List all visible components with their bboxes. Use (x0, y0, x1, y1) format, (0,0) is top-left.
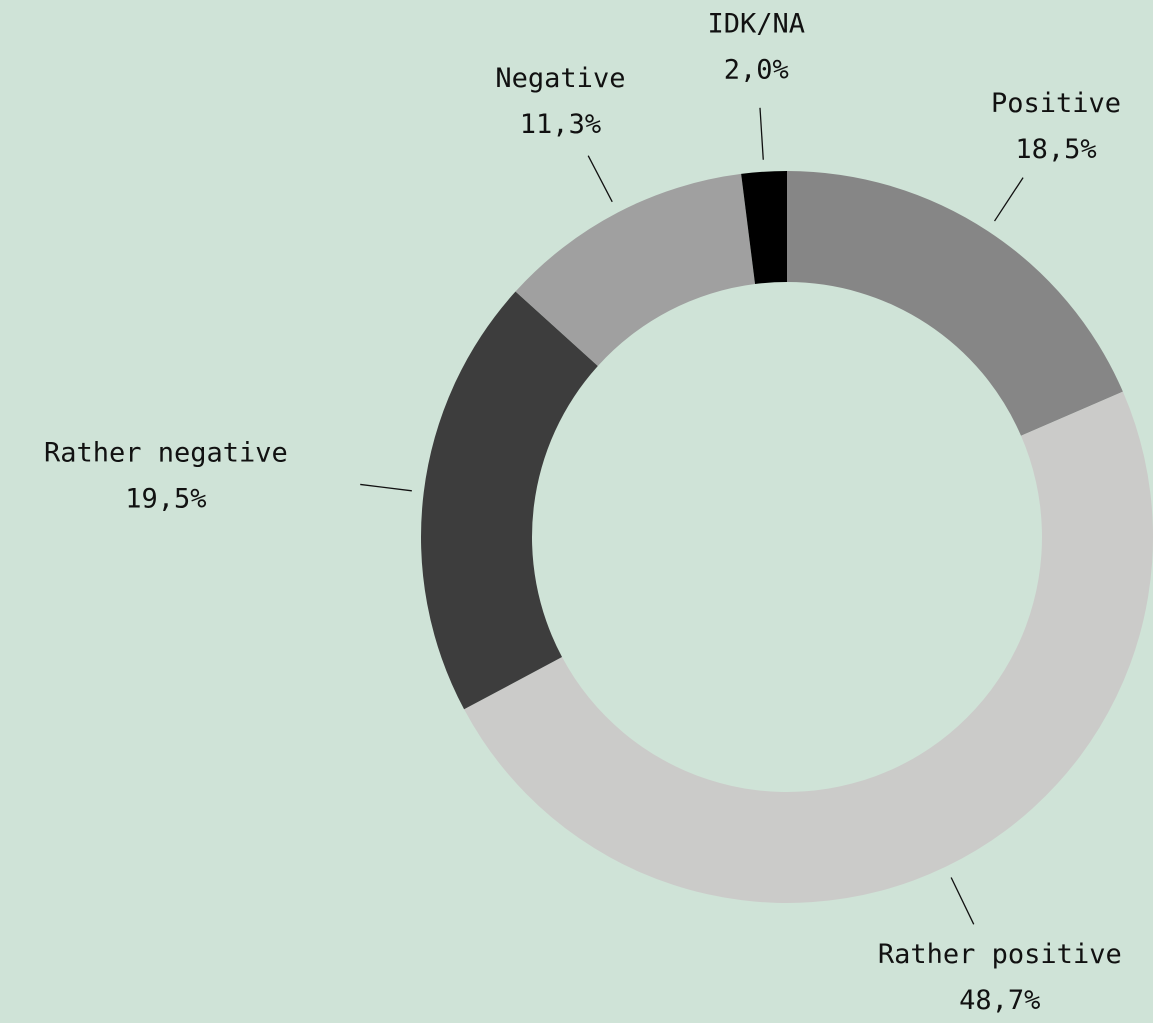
slice-value-label: 19,5% (125, 484, 206, 515)
donut-slice (515, 173, 756, 366)
donut-slice (787, 171, 1123, 436)
leader-line (587, 155, 613, 203)
leader-line (950, 877, 975, 925)
slice-value-label: 11,3% (520, 109, 601, 140)
slice-label: Rather negative (44, 438, 288, 469)
slice-value-label: 2,0% (724, 54, 789, 85)
leader-line (360, 483, 412, 492)
slice-value-label: 48,7% (959, 985, 1040, 1016)
donut-slice (464, 391, 1153, 903)
slice-label: Rather positive (878, 939, 1122, 970)
slice-value-label: 18,5% (1015, 134, 1096, 165)
slice-label: Positive (991, 88, 1121, 119)
donut-slice (421, 291, 598, 710)
donut-slice (741, 171, 787, 285)
leader-line (759, 107, 764, 160)
leader-line (993, 177, 1024, 222)
slice-label: IDK/NA (707, 8, 805, 39)
slice-label: Negative (495, 63, 625, 94)
